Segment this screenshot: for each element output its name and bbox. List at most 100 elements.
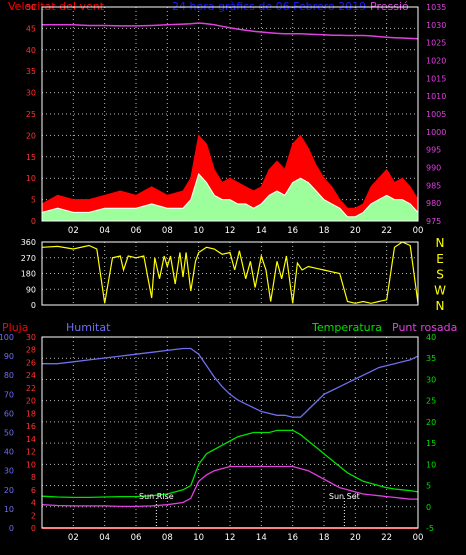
x-tick-label: 20: [350, 533, 361, 543]
x-tick-label: 00: [413, 533, 424, 543]
pressure-line: [42, 22, 419, 40]
temperature-panel-frame: [41, 336, 419, 529]
temperature-axis-tick: 25: [426, 397, 436, 406]
pressure-axis-tick: 975: [426, 217, 441, 226]
temperature-label: Temperatura: [311, 321, 382, 334]
dew-point-line: [41, 465, 418, 508]
wind-axis-tick: 20: [26, 131, 36, 140]
direction-axis-tick: 0: [31, 301, 36, 310]
compass-label: N: [436, 236, 445, 250]
x-tick-label: 14: [256, 226, 267, 236]
compass-label: W: [434, 283, 446, 297]
x-tick-label: 22: [381, 533, 392, 543]
humidity-axis-tick: 70: [4, 390, 14, 399]
wind-direction-line: [41, 241, 419, 304]
humidity-axis-tick: 90: [4, 352, 14, 361]
wind-axis-tick: 0: [31, 217, 36, 226]
humidity-label: Humitat: [66, 321, 111, 334]
temperature-axis-tick: -5: [426, 524, 434, 533]
direction-axis-tick: 90: [26, 285, 36, 294]
rain-axis-tick: 6: [31, 486, 36, 495]
sun-marker-label: Sun Rise: [139, 492, 174, 501]
rain-axis-tick: 0: [31, 524, 36, 533]
wind-average-area: [41, 172, 419, 222]
pressure-axis-tick: 1005: [426, 110, 446, 119]
temperature-line: [41, 429, 419, 499]
x-tick-label: 14: [256, 533, 267, 543]
pressure-axis-tick: 985: [426, 181, 441, 190]
humidity-axis-tick: 40: [4, 448, 14, 457]
rain-axis-tick: 4: [31, 499, 36, 508]
humidity-axis-tick: 50: [4, 429, 14, 438]
humidity-axis-tick: 100: [0, 333, 14, 342]
direction-panel-frame: [41, 241, 419, 306]
direction-axis-tick: 360: [21, 238, 36, 247]
rain-axis-tick: 12: [26, 448, 36, 457]
rain-label: Pluja: [2, 321, 28, 334]
compass-label: S: [436, 268, 444, 282]
x-tick-label: 16: [287, 533, 298, 543]
x-tick-label: 06: [131, 226, 142, 236]
temperature-axis-tick: 0: [426, 503, 431, 512]
temperature-axis-tick: 5: [426, 482, 431, 491]
x-tick-label: 08: [162, 226, 173, 236]
wind-axis-tick: 25: [26, 110, 36, 119]
temperature-axis-tick: 10: [426, 460, 436, 469]
humidity-axis-tick: 30: [4, 467, 14, 476]
rain-axis-tick: 14: [26, 435, 36, 444]
x-tick-label: 10: [193, 533, 204, 543]
rain-axis-tick: 10: [26, 460, 36, 469]
pressure-axis-tick: 1035: [426, 3, 446, 12]
rain-axis-tick: 24: [26, 371, 36, 380]
rain-axis-tick: 20: [26, 397, 36, 406]
x-tick-label: 04: [99, 533, 110, 543]
pressure-axis-tick: 1030: [426, 21, 446, 30]
pressure-axis-tick: 995: [426, 146, 441, 155]
humidity-axis-tick: 0: [9, 524, 14, 533]
rain-axis-tick: 22: [26, 384, 36, 393]
rain-axis-tick: 30: [26, 333, 36, 342]
wind-axis-tick: 30: [26, 89, 36, 98]
rain-axis-tick: 2: [31, 511, 36, 520]
x-tick-label: 08: [162, 533, 173, 543]
x-tick-label: 00: [413, 226, 424, 236]
sun-marker-label: Sun Set: [329, 492, 360, 501]
humidity-axis-tick: 80: [4, 371, 14, 380]
dew-point-label: Punt rosada: [392, 321, 457, 334]
temperature-axis-tick: 15: [426, 439, 436, 448]
humidity-axis-tick: 10: [4, 505, 14, 514]
x-tick-label: 22: [381, 226, 392, 236]
humidity-line: [42, 347, 419, 418]
x-tick-label: 16: [287, 226, 298, 236]
wind-axis-tick: 10: [26, 174, 36, 183]
x-tick-label: 18: [319, 533, 330, 543]
temperature-axis-tick: 35: [426, 354, 436, 363]
rain-axis-tick: 16: [26, 422, 36, 431]
pressure-axis-tick: 1025: [426, 39, 446, 48]
wind-axis-tick: 5: [31, 196, 36, 205]
wind-axis-tick: 50: [26, 3, 36, 12]
rain-axis-tick: 26: [26, 358, 36, 367]
direction-axis-tick: 180: [21, 270, 36, 279]
x-tick-label: 12: [225, 533, 236, 543]
compass-label: N: [436, 299, 445, 313]
x-tick-label: 18: [319, 226, 330, 236]
rain-axis-tick: 8: [31, 473, 36, 482]
x-tick-label: 10: [193, 226, 204, 236]
wind-axis-tick: 40: [26, 46, 36, 55]
humidity-axis-tick: 20: [4, 486, 14, 495]
pressure-axis-tick: 980: [426, 199, 441, 208]
x-tick-label: 12: [225, 226, 236, 236]
x-tick-label: 02: [68, 533, 79, 543]
wind-axis-tick: 15: [26, 153, 36, 162]
pressure-axis-tick: 1000: [426, 128, 446, 137]
x-tick-label: 20: [350, 226, 361, 236]
wind-axis-tick: 45: [26, 24, 36, 33]
temperature-axis-tick: 20: [426, 418, 436, 427]
pressure-axis-tick: 990: [426, 164, 441, 173]
temperature-axis-tick: 30: [426, 375, 436, 384]
temperature-axis-tick: 40: [426, 333, 436, 342]
rain-axis-tick: 18: [26, 409, 36, 418]
x-tick-label: 04: [99, 226, 110, 236]
